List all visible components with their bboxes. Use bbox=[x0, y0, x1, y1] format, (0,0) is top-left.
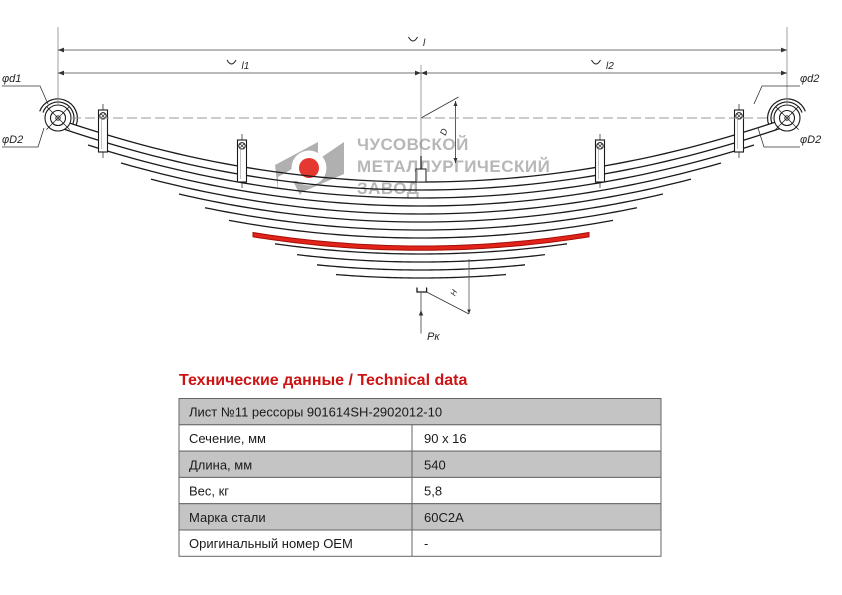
svg-text:90 x 16: 90 x 16 bbox=[424, 431, 467, 446]
svg-text:l2: l2 bbox=[606, 61, 614, 72]
svg-text:H: H bbox=[449, 288, 460, 297]
svg-text:Оригинальный номер OEM: Оригинальный номер OEM bbox=[189, 536, 353, 551]
svg-text:Pк: Pк bbox=[427, 331, 440, 343]
svg-text:-: - bbox=[424, 536, 428, 551]
svg-text:60C2A: 60C2A bbox=[424, 510, 464, 525]
svg-text:l: l bbox=[423, 38, 426, 49]
svg-text:Лист №11 рессоры 901614SH-2902: Лист №11 рессоры 901614SH-2902012-10 bbox=[189, 405, 442, 420]
svg-text:φd2: φd2 bbox=[800, 73, 819, 85]
svg-text:φd1: φd1 bbox=[2, 73, 21, 85]
svg-text:Длина, мм: Длина, мм bbox=[189, 457, 252, 472]
svg-text:МЕТАЛЛУРГИЧЕСКИЙ: МЕТАЛЛУРГИЧЕСКИЙ bbox=[357, 157, 550, 176]
svg-text:Вес, кг: Вес, кг bbox=[189, 484, 229, 499]
svg-text:l1: l1 bbox=[242, 61, 250, 72]
svg-text:Сечение, мм: Сечение, мм bbox=[189, 431, 266, 446]
svg-text:φD2: φD2 bbox=[800, 134, 821, 146]
svg-text:5,8: 5,8 bbox=[424, 484, 442, 499]
svg-text:540: 540 bbox=[424, 457, 446, 472]
svg-text:Технические данные / Technical: Технические данные / Technical data bbox=[179, 372, 467, 389]
svg-text:Марка стали: Марка стали bbox=[189, 510, 266, 525]
svg-text:ЧУСОВСКОЙ: ЧУСОВСКОЙ bbox=[357, 135, 469, 154]
svg-text:φD2: φD2 bbox=[2, 134, 23, 146]
